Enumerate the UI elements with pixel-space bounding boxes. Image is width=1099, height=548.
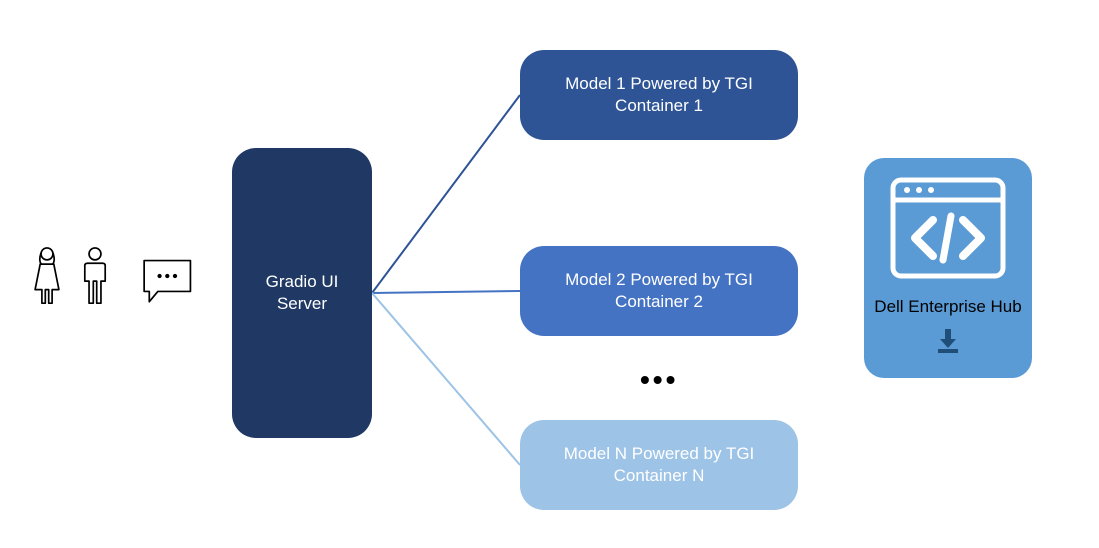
ellipsis: •••: [640, 364, 678, 396]
node-server-label: Gradio UI Server: [246, 271, 358, 315]
node-container2: Model 2 Powered by TGI Container 2: [520, 246, 798, 336]
edge-server-containerN: [372, 293, 520, 465]
node-container1-label: Model 1 Powered by TGI Container 1: [534, 73, 784, 117]
node-container2-label: Model 2 Powered by TGI Container 2: [534, 269, 784, 313]
hub-box: Dell Enterprise Hub: [864, 158, 1032, 378]
edge-server-container2: [372, 291, 520, 293]
chat-bubble-icon: [140, 258, 198, 306]
code-window-icon: [889, 176, 1007, 280]
edge-server-container1: [372, 95, 520, 293]
man-icon: [78, 244, 112, 308]
ellipsis-text: •••: [640, 364, 678, 395]
node-containerN-label: Model N Powered by TGI Container N: [534, 443, 784, 487]
node-containerN: Model N Powered by TGI Container N: [520, 420, 798, 510]
download-icon: [934, 327, 962, 355]
node-server: Gradio UI Server: [232, 148, 372, 438]
node-container1: Model 1 Powered by TGI Container 1: [520, 50, 798, 140]
hub-label: Dell Enterprise Hub: [874, 296, 1021, 317]
woman-icon: [30, 244, 64, 308]
